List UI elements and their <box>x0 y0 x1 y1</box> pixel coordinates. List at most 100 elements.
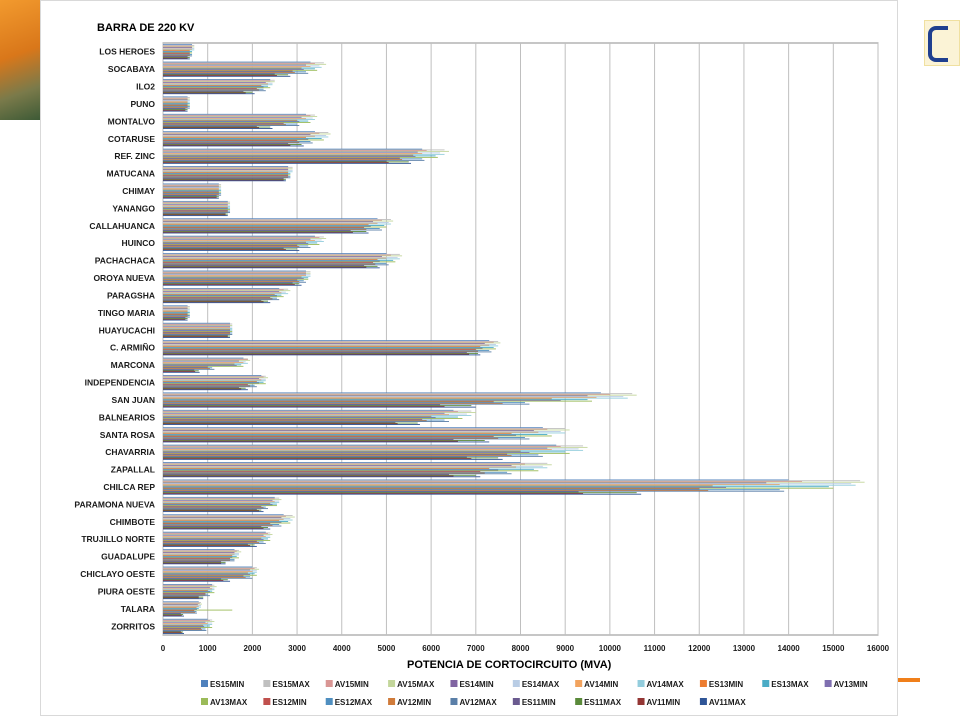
bar <box>163 465 543 467</box>
bar <box>163 626 205 628</box>
bar <box>163 509 262 511</box>
bar <box>163 602 201 604</box>
bar <box>163 103 188 105</box>
bar <box>163 305 188 307</box>
bar <box>163 614 184 616</box>
bar <box>163 74 289 76</box>
bar <box>163 579 228 581</box>
bar <box>163 588 213 590</box>
bar <box>163 206 228 208</box>
bar <box>163 56 190 58</box>
bar <box>163 402 503 404</box>
bar <box>163 376 264 378</box>
bar <box>163 332 233 334</box>
bar <box>163 132 320 134</box>
bar <box>163 342 501 344</box>
bar <box>163 169 293 171</box>
bar <box>163 220 394 222</box>
bar <box>163 145 304 147</box>
bar <box>163 291 286 293</box>
x-tick-label: 11000 <box>644 644 666 653</box>
bar <box>163 290 280 292</box>
bar <box>163 472 485 474</box>
bar <box>163 619 213 621</box>
bar <box>163 422 418 424</box>
legend-swatch <box>450 680 458 687</box>
bar <box>163 58 190 60</box>
slide-background-photo <box>0 0 40 120</box>
bar <box>163 434 548 435</box>
bar <box>163 420 427 422</box>
bar <box>163 526 262 528</box>
bar <box>163 141 300 143</box>
bar <box>163 309 190 311</box>
bar <box>163 227 365 229</box>
bar <box>163 568 255 569</box>
bar <box>163 524 273 526</box>
legend-item: AV11MAX <box>699 698 746 707</box>
bar <box>163 378 260 379</box>
bar <box>163 541 264 543</box>
bar <box>163 605 199 607</box>
bar <box>163 491 579 493</box>
bar <box>163 630 181 632</box>
x-tick-label: 2000 <box>243 644 261 653</box>
bar <box>163 212 226 214</box>
legend-label: AV14MAX <box>647 680 685 689</box>
bar <box>163 537 262 539</box>
bar <box>163 439 454 441</box>
bar <box>163 517 282 519</box>
bar <box>163 404 441 406</box>
bar <box>163 248 298 250</box>
bar <box>163 90 266 92</box>
legend-label: AV15MIN <box>335 680 369 689</box>
bar <box>163 287 280 289</box>
bar <box>163 278 304 279</box>
legend-swatch <box>512 698 520 705</box>
bar <box>163 87 271 89</box>
bar <box>163 559 231 561</box>
bar <box>163 552 239 554</box>
category-label: CHIMAY <box>122 186 155 196</box>
bar <box>163 150 449 152</box>
bar <box>163 132 329 133</box>
legend-swatch <box>512 680 520 687</box>
bar <box>163 596 204 598</box>
bar <box>163 159 425 161</box>
slide-accent-stripe <box>898 678 920 682</box>
bar <box>163 379 262 381</box>
bar <box>163 598 204 600</box>
bar <box>163 527 264 529</box>
bar <box>163 632 182 634</box>
bar <box>163 99 188 101</box>
bar <box>163 586 217 588</box>
bar <box>163 44 195 46</box>
bar <box>163 322 231 324</box>
bar <box>163 258 400 260</box>
bar <box>163 575 244 577</box>
bar <box>163 70 293 72</box>
legend-swatch <box>388 680 396 687</box>
bar <box>163 47 195 49</box>
bar <box>163 423 398 425</box>
bar <box>163 157 400 159</box>
bar <box>163 633 185 634</box>
bar <box>163 45 193 47</box>
x-tick-label: 16000 <box>867 644 890 653</box>
bar <box>163 346 481 348</box>
bar <box>163 365 237 367</box>
bar <box>163 467 548 469</box>
bar <box>163 520 280 522</box>
bar <box>163 253 387 255</box>
bar <box>163 590 213 592</box>
x-tick-label: 0 <box>161 644 166 653</box>
bar <box>163 615 185 617</box>
bar <box>163 424 420 425</box>
bar <box>163 485 713 487</box>
bar <box>163 75 291 77</box>
bar <box>163 290 291 292</box>
bar <box>163 214 226 216</box>
bar <box>163 209 231 211</box>
bar <box>163 570 257 572</box>
bar <box>163 108 186 110</box>
